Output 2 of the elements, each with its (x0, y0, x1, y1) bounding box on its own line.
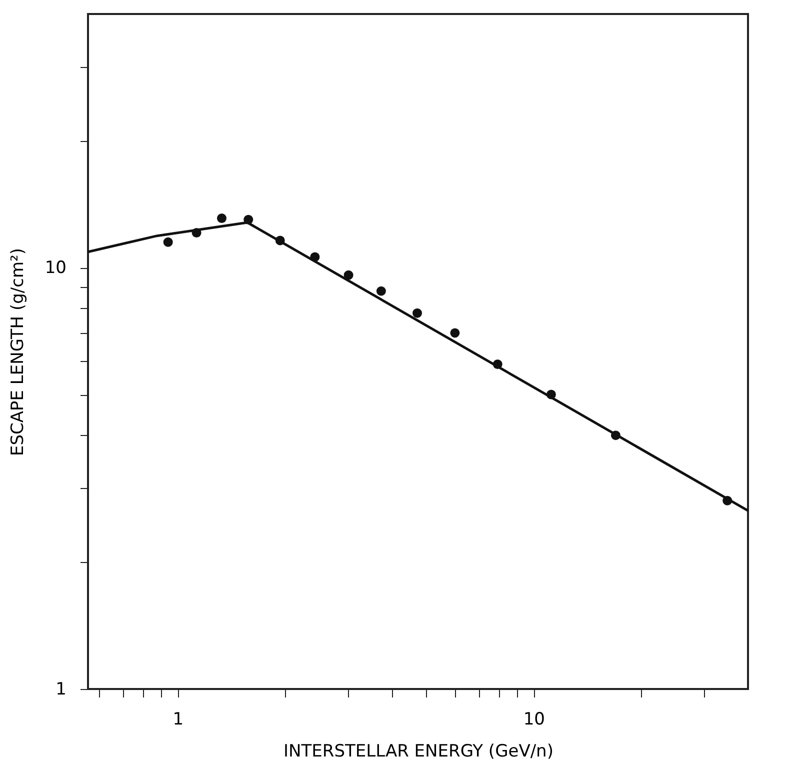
y-axis-title: ESCAPE LENGTH (g/cm²) (8, 248, 28, 456)
x-axis-title: INTERSTELLAR ENERGY (GeV/n) (284, 742, 554, 762)
